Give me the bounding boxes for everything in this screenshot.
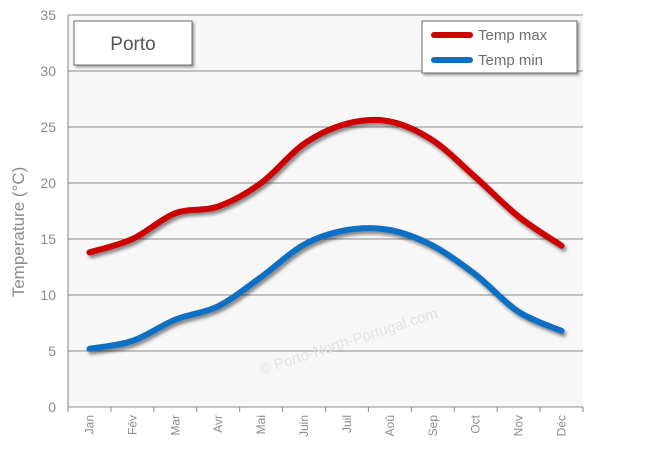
y-tick-label: 0 — [48, 399, 56, 415]
y-tick-label: 10 — [40, 287, 56, 303]
y-tick-label: 5 — [48, 343, 56, 359]
x-tick-labels: Jan Fév Mar Avr Mai Juin Juil Aoû Sep Oct Nov Déc — [82, 414, 568, 437]
legend-label-temp-min: Temp min — [478, 52, 543, 69]
chart-title-box: Porto — [73, 20, 193, 66]
title-box — [73, 20, 193, 66]
x-tick-label: Oct — [469, 414, 483, 433]
x-tick-label: Avr — [211, 415, 225, 433]
x-tick-label: Déc — [555, 415, 569, 436]
y-tick-label: 25 — [40, 119, 56, 135]
series-line-temp-max — [86, 116, 565, 256]
x-tick-label: Aoû — [383, 415, 397, 436]
y-tick-label: 35 — [40, 7, 56, 23]
x-tick-label: Juil — [340, 415, 354, 433]
x-tick-label: Sep — [426, 415, 440, 437]
legend: Temp max Temp min — [421, 20, 578, 74]
plot-area — [68, 15, 583, 407]
y-tick-label: 30 — [40, 63, 56, 79]
legend-label-temp-max: Temp max — [478, 27, 548, 44]
series-line-temp-min — [86, 225, 565, 352]
x-tick-label: Jan — [82, 415, 96, 434]
x-tick-label: Fév — [125, 415, 139, 435]
x-tick-label: Mai — [254, 415, 268, 434]
x-tick-label: Mar — [168, 415, 182, 436]
y-axis-label: Temperature (°C) — [9, 167, 28, 298]
y-tick-label: 15 — [40, 231, 56, 247]
legend-box — [421, 20, 578, 74]
x-tick-label: Nov — [512, 415, 526, 436]
y-tick-label: 20 — [40, 175, 56, 191]
series-lines — [86, 116, 565, 352]
axes — [67, 15, 584, 412]
x-tick-label: Juin — [297, 415, 311, 437]
chart-title: Porto — [110, 34, 155, 55]
y-tick-labels: 0 5 10 15 20 25 30 35 — [40, 7, 56, 415]
